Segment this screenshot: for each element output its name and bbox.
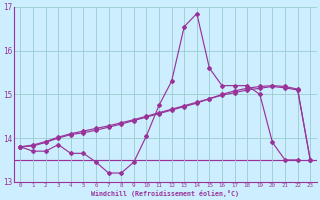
X-axis label: Windchill (Refroidissement éolien,°C): Windchill (Refroidissement éolien,°C) — [91, 190, 239, 197]
